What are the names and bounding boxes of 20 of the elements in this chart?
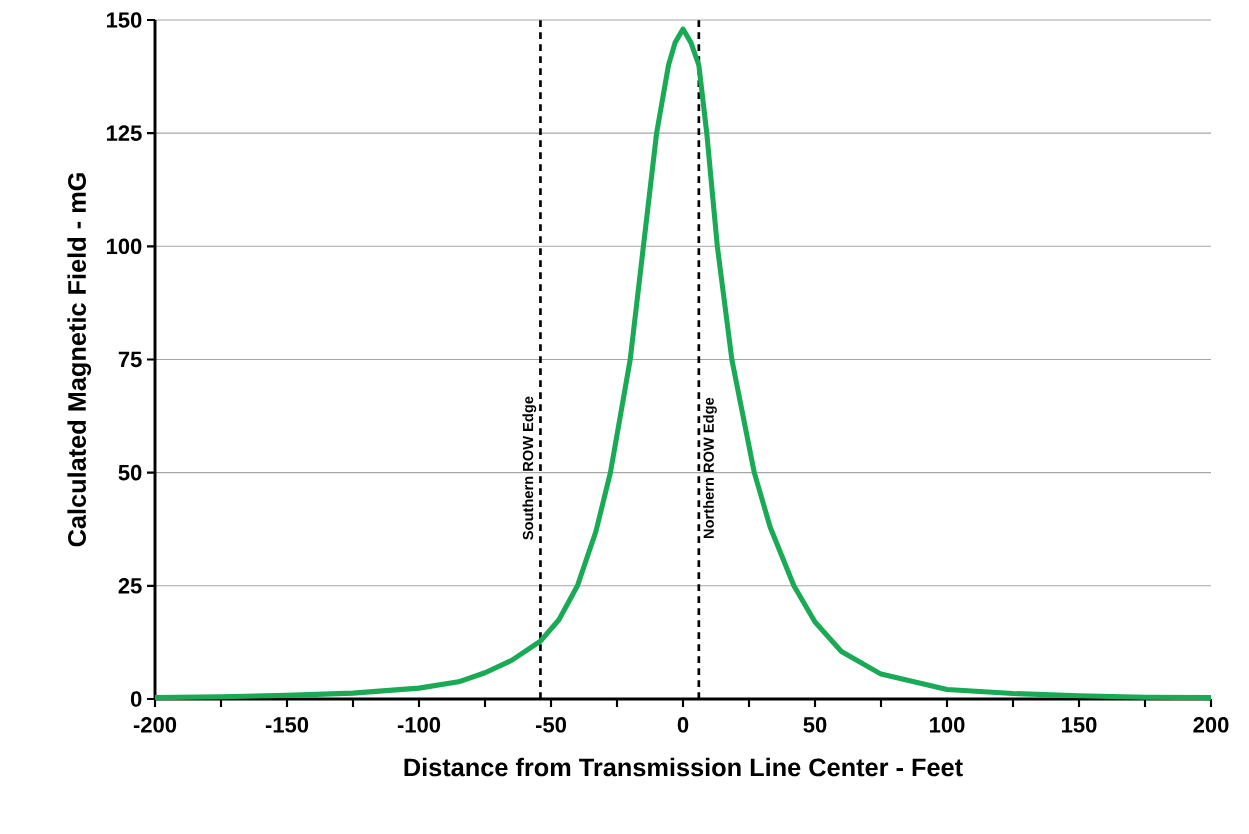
y-tick-label: 150 [106,12,142,28]
y-axis-title: Calculated Magnetic Field - mG [67,173,92,547]
x-tick-label: -200 [133,717,177,733]
x-tick-label: 50 [803,717,827,733]
y-tick-label: 100 [106,238,142,255]
y-tick-label: 50 [118,464,142,481]
ref-line-label: Southern ROW Edge [522,396,537,540]
x-tick-label: -100 [397,717,441,733]
x-tick-label: 150 [1062,717,1097,733]
x-axis-title: Distance from Transmission Line Center - Feet [404,757,963,777]
x-tick-label: 200 [1193,717,1229,733]
y-tick-label: 75 [118,351,142,368]
x-tick-label: 100 [930,717,965,733]
x-tick-label: -50 [535,717,566,733]
x-tick-label: 0 [677,717,689,733]
ref-line-label: Northern ROW Edge [703,397,717,539]
y-tick-label: 0 [130,691,142,707]
y-tick-label: 25 [118,578,142,594]
y-tick-label: 125 [106,125,142,141]
x-tick-label: -150 [265,717,309,733]
